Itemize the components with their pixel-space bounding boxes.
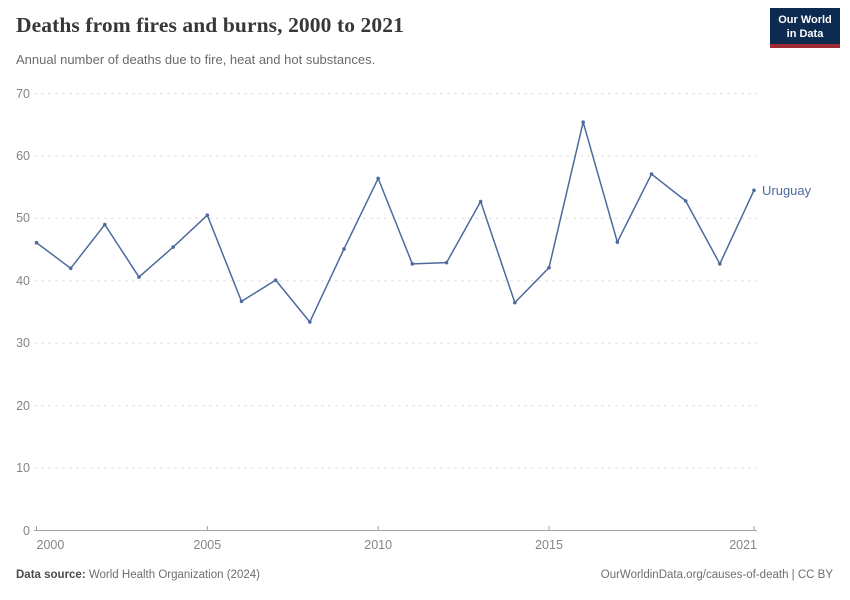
owid-logo-line1: Our World: [778, 14, 832, 26]
data-point[interactable]: [649, 172, 654, 176]
data-source-label: Data source:: [16, 569, 86, 581]
y-axis-tick-label: 50: [16, 211, 30, 226]
x-axis-tick-label: 2005: [193, 537, 222, 552]
x-axis-tick-label: 2000: [36, 537, 65, 552]
y-axis-tick-label: 60: [16, 148, 30, 163]
series-line-uruguay[interactable]: [35, 121, 755, 323]
data-source-text: World Health Organization (2024): [85, 569, 260, 581]
data-point[interactable]: [239, 299, 244, 304]
x-axis-tick-label: 2015: [535, 537, 563, 552]
data-point[interactable]: [444, 260, 449, 265]
series-entity-label[interactable]: Uruguay: [762, 183, 812, 198]
x-axis-tick-label: 2010: [364, 537, 393, 552]
data-point[interactable]: [615, 240, 620, 244]
data-point[interactable]: [34, 240, 39, 245]
data-point[interactable]: [68, 266, 73, 271]
chart-subtitle: Annual number of deaths due to fire, hea…: [16, 52, 376, 67]
y-axis-tick-label: 20: [16, 398, 30, 413]
chart-footer: Data source: World Health Organization (…: [16, 569, 833, 581]
attribution-link[interactable]: OurWorldinData.org/causes-of-death | CC …: [600, 569, 833, 581]
data-point[interactable]: [581, 120, 585, 125]
data-point[interactable]: [478, 199, 483, 204]
chart-title: Deaths from fires and burns, 2000 to 202…: [16, 13, 404, 37]
owid-logo[interactable]: Our World in Data: [770, 8, 840, 48]
y-axis-tick-label: 30: [16, 336, 30, 351]
data-point[interactable]: [205, 213, 210, 218]
y-axis-tick-label: 0: [23, 523, 30, 538]
data-point[interactable]: [410, 262, 415, 266]
y-axis-tick-label: 70: [16, 86, 30, 101]
data-point[interactable]: [513, 300, 517, 305]
data-source-note: Data source: World Health Organization (…: [16, 569, 260, 581]
data-point[interactable]: [376, 176, 380, 181]
data-point[interactable]: [547, 265, 551, 270]
data-point[interactable]: [171, 245, 175, 249]
data-point[interactable]: [308, 320, 312, 324]
y-axis-tick-label: 40: [16, 273, 30, 288]
data-point[interactable]: [137, 275, 141, 279]
data-point[interactable]: [718, 262, 722, 266]
owid-logo-line2: in Data: [786, 27, 824, 40]
data-point[interactable]: [752, 188, 756, 193]
x-axis-tick-label: 2021: [729, 537, 757, 552]
data-point[interactable]: [342, 247, 346, 251]
data-point[interactable]: [273, 278, 278, 282]
data-point[interactable]: [103, 222, 107, 227]
data-point[interactable]: [683, 199, 688, 203]
y-axis-tick-label: 10: [16, 461, 30, 476]
